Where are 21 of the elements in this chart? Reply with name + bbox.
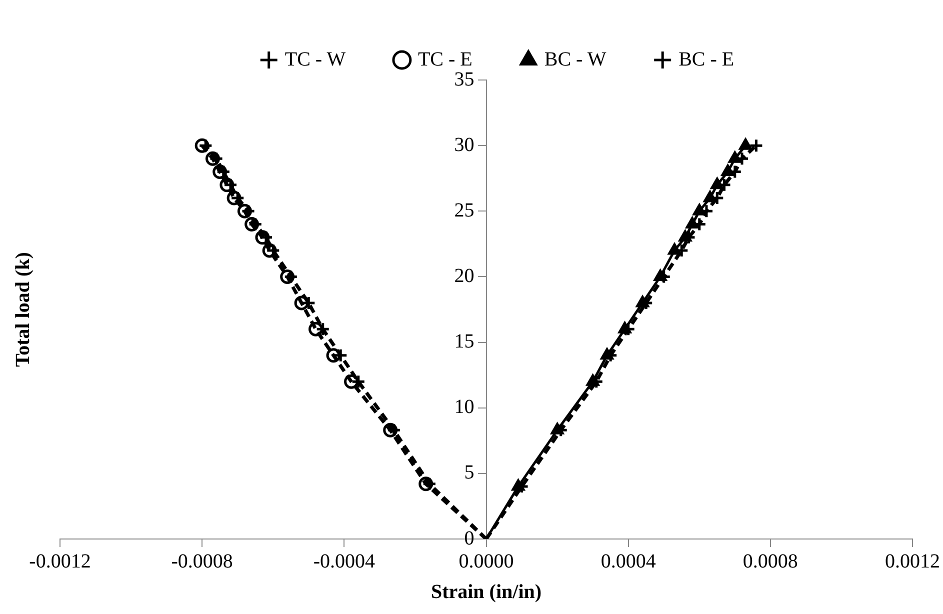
y-tick-label: 10 bbox=[454, 396, 474, 418]
x-axis-title: Strain (in/in) bbox=[430, 581, 542, 604]
x-tick-label: -0.0008 bbox=[171, 550, 233, 572]
y-axis-title: Total load (k) bbox=[12, 252, 34, 367]
x-tick-label: 0.0000 bbox=[458, 550, 514, 572]
legend-label: TC - W bbox=[284, 48, 346, 70]
y-tick-label: 15 bbox=[454, 330, 474, 353]
y-tick-label: 0 bbox=[464, 527, 474, 550]
legend-label: TC - E bbox=[418, 48, 472, 70]
x-tick-label: 0.0012 bbox=[885, 550, 940, 572]
y-tick-label: 5 bbox=[464, 462, 474, 484]
x-tick-label: 0.0004 bbox=[600, 550, 656, 572]
y-tick-label: 30 bbox=[454, 134, 474, 156]
y-tick-label: 20 bbox=[454, 264, 474, 287]
x-tick-label: -0.0004 bbox=[313, 550, 376, 572]
y-tick-label: 35 bbox=[454, 68, 474, 90]
legend-label: BC - W bbox=[544, 48, 606, 70]
legend-label: BC - E bbox=[678, 48, 734, 70]
x-tick-label: 0.0008 bbox=[742, 550, 798, 572]
y-tick-label: 25 bbox=[454, 199, 474, 222]
x-tick-label: -0.0012 bbox=[29, 550, 91, 572]
